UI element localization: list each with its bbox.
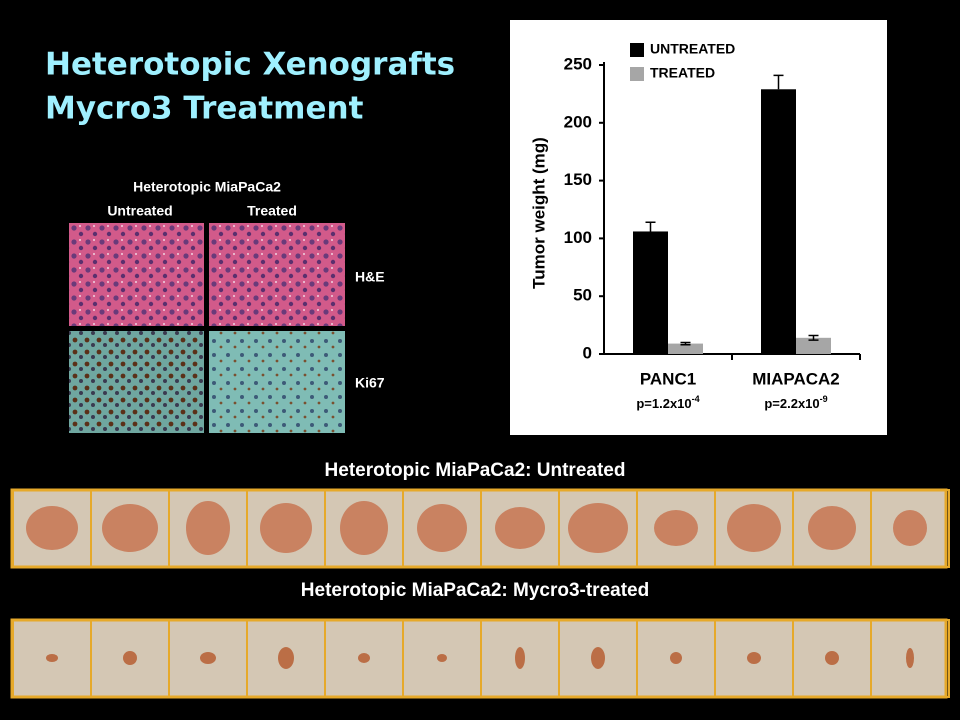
tumor [358, 653, 370, 663]
row-caption: Heterotopic MiaPaCa2: Untreated [325, 460, 626, 481]
x-tick-label: MIAPACA2 [752, 369, 840, 388]
tumor [654, 510, 698, 546]
row-caption: Heterotopic MiaPaCa2: Mycro3-treated [301, 580, 649, 601]
tumor [515, 647, 525, 669]
row-label: H&E [355, 269, 385, 285]
y-tick-label: 250 [564, 54, 592, 73]
chart-panel [510, 20, 887, 435]
histology-image [69, 223, 204, 326]
tumor [260, 503, 312, 553]
error-bar [645, 221, 656, 232]
photo-cell [870, 619, 950, 698]
bar [796, 337, 831, 354]
error-bar [773, 74, 784, 90]
p-value: p=2.2x10-9 [764, 394, 827, 411]
bar [633, 231, 668, 354]
column-label: Untreated [107, 203, 172, 219]
legend-label: UNTREATED [650, 41, 735, 57]
tumor [747, 652, 761, 664]
x-tick-label: PANC1 [640, 369, 696, 388]
tumor [591, 647, 605, 669]
y-tick-label: 50 [573, 286, 592, 305]
legend-label: TREATED [650, 65, 715, 81]
tumor [200, 652, 216, 664]
title-line: Heterotopic Xenografts [45, 47, 455, 83]
title-line: Mycro3 Treatment [45, 91, 364, 127]
tumor [417, 504, 467, 552]
bar [761, 89, 796, 354]
tumor [26, 506, 78, 550]
tumor [437, 654, 447, 662]
y-tick-label: 200 [564, 112, 592, 131]
tumor [278, 647, 294, 669]
legend-swatch [630, 43, 644, 57]
bar [668, 343, 703, 354]
y-tick-label: 0 [583, 343, 592, 362]
p-value-exponent: -4 [692, 394, 700, 404]
histology-image [69, 331, 204, 433]
tumor [808, 506, 856, 550]
p-value-base: p=2.2x10 [764, 396, 819, 411]
tumor-rows [10, 488, 950, 699]
p-value: p=1.2x10-4 [636, 394, 699, 411]
legend-swatch [630, 67, 644, 81]
p-value-base: p=1.2x10 [636, 396, 691, 411]
tumor [495, 507, 545, 549]
y-tick-label: 150 [564, 170, 592, 189]
row-label: Ki67 [355, 375, 385, 391]
histology-image [209, 223, 345, 326]
tumor [340, 501, 388, 555]
column-label: Treated [247, 203, 297, 219]
tumor [670, 652, 682, 664]
tumor [893, 510, 927, 546]
photo-strip [10, 618, 948, 699]
tumor [123, 651, 137, 665]
tumor [568, 503, 628, 553]
histology-image [209, 331, 345, 433]
tumor [46, 654, 58, 662]
tumor [186, 501, 230, 555]
tumor [906, 648, 914, 668]
tumor [727, 504, 781, 552]
y-tick-label: 100 [564, 228, 592, 247]
error-bar [680, 341, 691, 346]
p-value-exponent: -9 [820, 394, 828, 404]
tumor [825, 651, 839, 665]
y-axis-label: Tumor weight (mg) [529, 137, 548, 289]
error-bar [808, 334, 819, 341]
histology-title: Heterotopic MiaPaCa2 [133, 179, 281, 195]
chart: 0 50 100 150 200 250 Tumor weight (mg) PANC1 p=1… [529, 41, 861, 411]
photo-cell [870, 489, 950, 568]
tumor [102, 504, 158, 552]
